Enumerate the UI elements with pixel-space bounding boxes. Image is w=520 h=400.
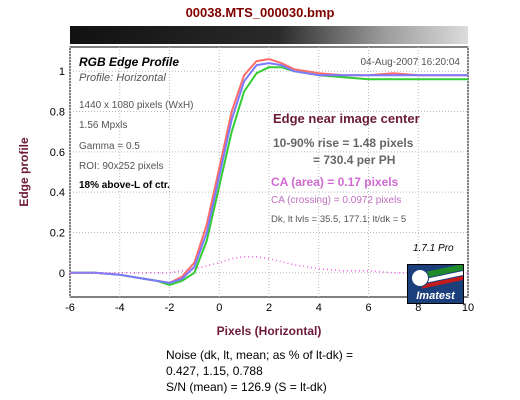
y-tick-label: 0.6: [50, 147, 65, 159]
annot-ca-cross: CA (crossing) = 0.0972 pixels: [271, 195, 401, 206]
annot-per-ph: = 730.4 per PH: [313, 153, 395, 167]
annot-mpxls: 1.56 Mpxls: [79, 120, 127, 131]
x-tick-label: -6: [65, 302, 75, 314]
y-tick-label: 0: [59, 268, 65, 280]
x-tick-label: -2: [165, 302, 175, 314]
annot-ca-area: CA (area) = 0.17 pixels: [271, 175, 399, 189]
y-tick-label: 0.8: [50, 107, 65, 119]
plot-area: [69, 46, 469, 298]
y-tick-labels: 0 0.2 0.4 0.6 0.8 1: [50, 66, 65, 280]
y-axis-label: Edge profile: [17, 137, 31, 207]
y-tick-label: 0.2: [50, 227, 65, 239]
imatest-logo: Imatest: [407, 264, 464, 304]
x-tick-label: 10: [462, 302, 474, 314]
series-line-ca: [70, 255, 468, 274]
annot-dims: 1440 x 1080 pixels (WxH): [79, 100, 194, 111]
window-title: 00038.MTS_000030.bmp: [185, 5, 335, 20]
chart-subtitle: Profile: Horizontal: [79, 72, 166, 84]
grid-lines: [69, 47, 469, 297]
snr-line: S/N (mean) = 126.9 (S = lt-dk): [166, 380, 327, 394]
x-axis-label: Pixels (Horizontal): [217, 324, 322, 338]
edge-image-strip: [70, 26, 468, 44]
edge-strip-gradient: [278, 26, 468, 44]
series-line-b: [70, 62, 468, 284]
annot-levels: Dk, lt lvls = 35.5, 177.1; lt/dk = 5: [271, 214, 406, 225]
noise-line-2: 0.427, 1.15, 0.788: [166, 364, 263, 378]
x-tick-labels: -6 -4 -2 0 2 4 6 8 10: [65, 302, 474, 314]
chart-date: 04-Aug-2007 16:20:04: [360, 57, 460, 68]
annot-rise: 10-90% rise = 1.48 pixels: [273, 136, 414, 150]
x-tick-label: 0: [216, 302, 222, 314]
logo-text: Imatest: [416, 290, 455, 302]
y-tick-label: 0.4: [50, 187, 65, 199]
annot-gamma: Gamma = 0.5: [79, 141, 140, 152]
chart-title: RGB Edge Profile: [79, 55, 179, 69]
series-lines: [70, 58, 468, 286]
version-label: 1.7.1 Pro: [413, 243, 454, 254]
x-tick-label: 2: [266, 302, 272, 314]
noise-stats: Noise (dk, lt, mean; as % of lt-dk) = 0.…: [166, 347, 353, 395]
annot-edge-near: Edge near image center: [273, 111, 420, 126]
annot-roi: ROI: 90x252 pixels: [79, 161, 164, 172]
annot-above: 18% above-L of ctr.: [79, 180, 170, 191]
x-tick-label: 4: [316, 302, 322, 314]
noise-line-1: Noise (dk, lt, mean; as % of lt-dk) =: [166, 348, 354, 362]
x-tick-label: -4: [115, 302, 125, 314]
y-tick-label: 1: [59, 66, 65, 78]
edge-strip-dark: [70, 26, 278, 44]
x-tick-label: 6: [365, 302, 371, 314]
x-tick-label: 8: [415, 302, 421, 314]
